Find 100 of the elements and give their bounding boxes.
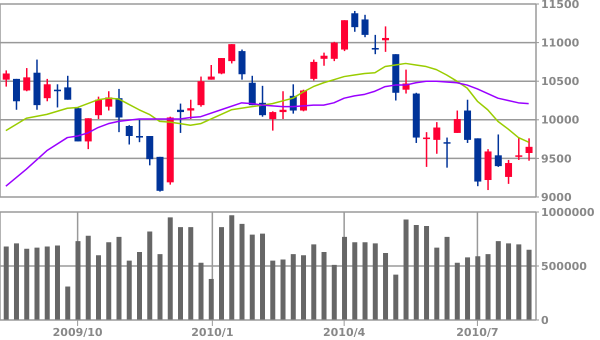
bar [158, 254, 163, 320]
bar [250, 234, 255, 320]
bar [126, 260, 132, 320]
bar [383, 253, 388, 320]
line-series [5, 62, 530, 143]
bar [137, 252, 142, 320]
candlestick [84, 118, 92, 150]
y-tick-label: 9500 [541, 152, 572, 166]
candlestick [351, 10, 358, 33]
bar [96, 255, 101, 320]
candlestick [248, 75, 256, 106]
candlestick [382, 26, 390, 53]
x-tick-label: 2009/10 [52, 326, 103, 339]
bar [290, 254, 296, 320]
candlestick [187, 98, 194, 120]
candlestick [423, 131, 430, 168]
candlestick [433, 121, 440, 155]
bar [198, 262, 204, 320]
candlestick [136, 119, 143, 143]
candlestick [126, 124, 133, 146]
y-tick-label: 9000 [541, 190, 572, 204]
bar [372, 243, 378, 320]
candlestick [372, 34, 379, 55]
y-tick-label: 500000 [541, 260, 588, 273]
bar [219, 227, 224, 320]
y-tick-label: 11500 [541, 0, 580, 11]
candlestick [218, 57, 226, 75]
bar [332, 264, 337, 320]
y-tick-label: 11000 [541, 36, 580, 50]
candlestick [269, 110, 276, 132]
bar [342, 236, 348, 320]
bar [352, 242, 358, 320]
bar [65, 286, 70, 320]
bar [229, 215, 234, 320]
bar [475, 256, 480, 320]
candlestick [54, 84, 61, 108]
candlestick [454, 110, 461, 134]
bar [362, 242, 368, 320]
bar [188, 227, 194, 320]
bar [486, 254, 491, 320]
candlestick [228, 43, 236, 64]
x-tick-label: 2010/1 [191, 326, 234, 339]
x-tick-label: 2010/4 [323, 326, 366, 339]
bar [24, 248, 30, 320]
candlestick [310, 58, 318, 82]
bar [116, 236, 122, 320]
candlestick [115, 88, 122, 133]
bar [414, 224, 419, 320]
candlestick [505, 159, 512, 185]
candlestick [494, 134, 502, 168]
bar [54, 245, 60, 320]
bar [404, 220, 409, 320]
bar [270, 260, 276, 320]
candlestick [444, 136, 451, 168]
candlestick [44, 78, 51, 102]
candlestick [146, 135, 154, 166]
candlestick [526, 138, 533, 162]
candlestick [362, 14, 369, 38]
bar [444, 236, 450, 320]
candlestick [198, 76, 205, 108]
candlestick [23, 67, 30, 92]
candlestick [208, 64, 215, 80]
candlestick [515, 136, 522, 161]
x-tick-label: 2010/7 [456, 326, 499, 339]
line-series [5, 80, 530, 187]
candlestick [320, 52, 328, 67]
candlestick [94, 96, 102, 120]
candlestick [2, 70, 10, 88]
y-tick-label: 1000000 [541, 206, 595, 219]
bar [106, 242, 112, 320]
bar [424, 226, 430, 320]
bar [454, 262, 460, 320]
candlestick [330, 41, 338, 62]
bar [516, 244, 522, 320]
bar [311, 244, 316, 320]
bar [322, 252, 327, 320]
bar [4, 246, 9, 320]
bar [34, 248, 40, 320]
bar [14, 243, 19, 320]
bar [208, 278, 214, 320]
bar [75, 241, 80, 320]
bar [260, 234, 266, 320]
bar [434, 248, 440, 320]
candlestick [238, 48, 246, 80]
bar [496, 241, 501, 320]
bar [526, 250, 532, 320]
bar [86, 236, 91, 320]
bar [44, 246, 50, 320]
candlestick [64, 75, 72, 100]
bar [301, 255, 306, 320]
bar [178, 227, 184, 320]
bar [280, 260, 286, 320]
y-tick-label: 0 [541, 314, 549, 327]
bar [393, 274, 398, 320]
candlestick [12, 78, 20, 111]
bar [168, 217, 173, 320]
bar [506, 243, 512, 320]
y-tick-label: 10500 [541, 75, 580, 88]
bar [240, 224, 245, 320]
y-tick-label: 10000 [541, 114, 580, 127]
